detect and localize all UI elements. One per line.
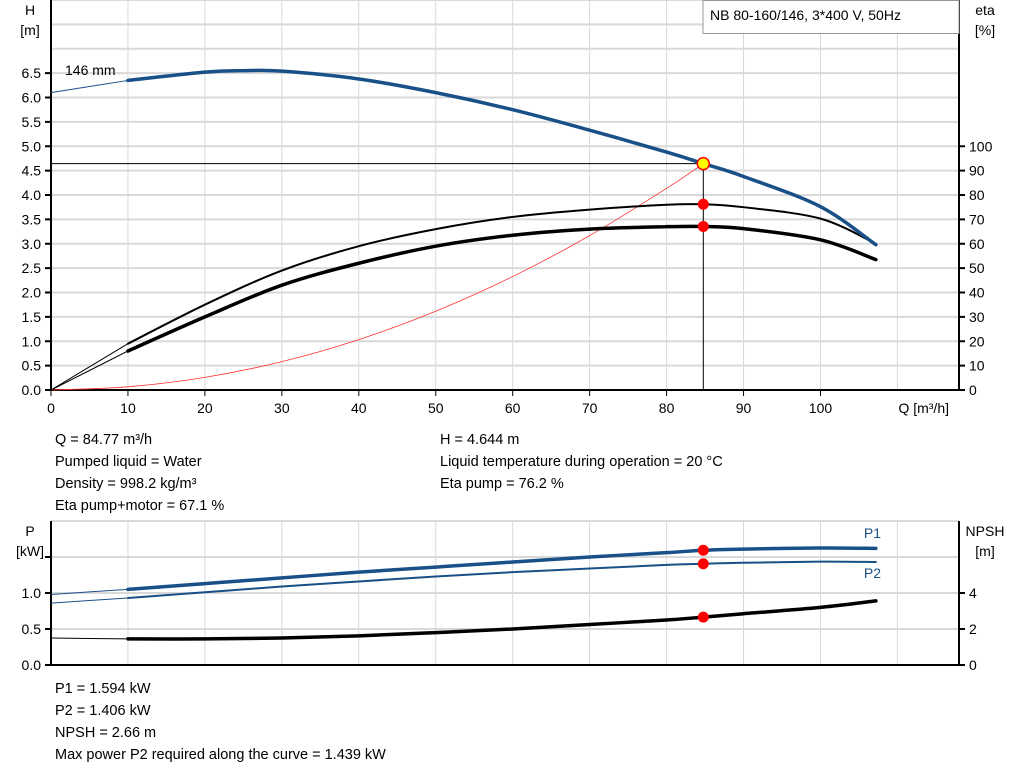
y-tick-label-left: 2.5 — [22, 260, 42, 276]
y-tick-label-right: 10 — [969, 358, 985, 374]
npsh-curve-extension — [50, 637, 128, 640]
y-tick-label-right: 4 — [969, 585, 977, 601]
system-curve — [50, 163, 704, 391]
power-npsh-chart: 0.0 0.5 1.0 0 2 4 P [kW] NPSH [m] P1 P2 — [16, 520, 1005, 673]
y-axis-label-right-name: NPSH — [966, 523, 1005, 539]
x-tick-label: 60 — [505, 400, 521, 416]
info-npsh: NPSH = 2.66 m — [55, 725, 157, 741]
info-flow: Q = 84.77 m³/h — [55, 432, 153, 448]
p2-curve-extension — [50, 597, 128, 604]
y-tick-label-left: 5.0 — [22, 138, 42, 154]
y-tick-label-left: 5.5 — [22, 114, 42, 130]
p1-curve — [126, 546, 878, 592]
y-tick-label-left: 4.0 — [22, 187, 42, 203]
npsh-curve — [126, 599, 878, 641]
y-tick-label-left: 1.0 — [22, 333, 42, 349]
duty-info-left: Q = 84.77 m³/h Pumped liquid = Water Den… — [55, 429, 224, 517]
eta-pump-motor-curve-extension — [50, 350, 129, 391]
y-tick-label-left: 2.0 — [22, 285, 42, 301]
eta-pump-motor-curve — [126, 224, 878, 353]
info-density: Density = 998.2 kg/m³ — [55, 476, 197, 492]
chart-title: NB 80-160/146, 3*400 V, 50Hz — [710, 7, 901, 23]
y-tick-label-left: 3.0 — [22, 236, 42, 252]
y-tick-label-left: 0.0 — [22, 382, 42, 398]
x-tick-label: 40 — [351, 400, 367, 416]
curve-label-impeller: 146 mm — [65, 62, 116, 78]
y-axis-label-right-name: eta — [975, 2, 995, 18]
y-tick-label-right: 0 — [969, 657, 977, 673]
y-tick-label-left: 0.0 — [22, 657, 42, 673]
info-p1: P1 = 1.594 kW — [55, 681, 151, 697]
p1-series-label: P1 — [864, 525, 881, 541]
y-tick-label-left: 6.5 — [22, 65, 42, 81]
p2-duty-marker — [697, 558, 709, 570]
eta-pump-motor-duty-marker — [697, 220, 709, 232]
x-tick-label: 70 — [582, 400, 598, 416]
power-info: P1 = 1.594 kW P2 = 1.406 kW NPSH = 2.66 … — [55, 678, 386, 766]
y-axis-label-left-name: P — [25, 523, 34, 539]
x-tick-label: 10 — [120, 400, 136, 416]
y-tick-label-right: 80 — [969, 187, 985, 203]
y-tick-label-right: 0 — [969, 382, 977, 398]
npsh-duty-marker — [697, 611, 709, 623]
head-efficiency-chart: 0.0 0.5 1.0 1.5 2.0 2.5 3.0 3.5 4.0 4.5 5.0 5.5 6.0 6… — [20, 0, 995, 416]
info-liquid: Pumped liquid = Water — [55, 454, 202, 470]
y-tick-label-left: 1.5 — [22, 309, 42, 325]
p2-curve — [126, 560, 877, 600]
x-axis-label: Q [m³/h] — [898, 400, 949, 416]
y-axis-label-left-name: H — [25, 2, 35, 18]
x-tick-label: 80 — [659, 400, 675, 416]
y-tick-label-left: 3.5 — [22, 211, 42, 227]
p2-series-label: P2 — [864, 565, 881, 581]
y-tick-label-right: 90 — [969, 163, 985, 179]
y-axis-label-right-unit: [m] — [975, 543, 994, 559]
info-head: H = 4.644 m — [440, 432, 520, 448]
y-axis-label-left-unit: [kW] — [16, 543, 44, 559]
y-tick-label-right: 50 — [969, 260, 985, 276]
y-tick-label-right: 60 — [969, 236, 985, 252]
pump-head-curve-extension — [50, 79, 129, 94]
y-axis-label-left-unit: [m] — [20, 22, 39, 38]
eta-pump-curve — [126, 203, 877, 345]
pump-head-curve — [126, 68, 878, 247]
info-max-power: Max power P2 required along the curve = … — [55, 747, 386, 763]
y-axis-label-right-unit: [%] — [975, 22, 995, 38]
y-tick-label-left: 0.5 — [22, 621, 42, 637]
x-tick-label: 0 — [47, 400, 55, 416]
y-tick-label-right: 20 — [969, 333, 985, 349]
y-tick-label-left: 6.0 — [22, 90, 42, 106]
duty-point-marker — [696, 156, 711, 171]
info-eta-pump: Eta pump = 76.2 % — [440, 476, 564, 492]
x-tick-label: 50 — [428, 400, 444, 416]
info-eta-pump-motor: Eta pump+motor = 67.1 % — [55, 498, 225, 514]
eta-pump-curve-extension — [50, 343, 129, 391]
y-tick-label-left: 4.5 — [22, 163, 42, 179]
x-tick-label: 30 — [274, 400, 290, 416]
y-tick-label-left: 0.5 — [22, 358, 42, 374]
x-tick-label: 90 — [736, 400, 752, 416]
y-tick-label-right: 40 — [969, 285, 985, 301]
p1-duty-marker — [697, 544, 709, 556]
eta-pump-duty-marker — [697, 198, 709, 210]
x-tick-label: 20 — [197, 400, 213, 416]
info-p2: P2 = 1.406 kW — [55, 703, 151, 719]
info-temperature: Liquid temperature during operation = 20… — [440, 454, 723, 470]
y-tick-label-right: 2 — [969, 621, 977, 637]
y-tick-label-right: 30 — [969, 309, 985, 325]
y-tick-label-right: 70 — [969, 211, 985, 227]
x-tick-label: 100 — [809, 400, 833, 416]
title-box: NB 80-160/146, 3*400 V, 50Hz — [702, 0, 960, 34]
duty-info-right: H = 4.644 m Liquid temperature during op… — [440, 429, 723, 495]
p1-curve-extension — [50, 588, 128, 595]
y-tick-label-right: 100 — [969, 138, 993, 154]
y-tick-label-left: 1.0 — [22, 585, 42, 601]
